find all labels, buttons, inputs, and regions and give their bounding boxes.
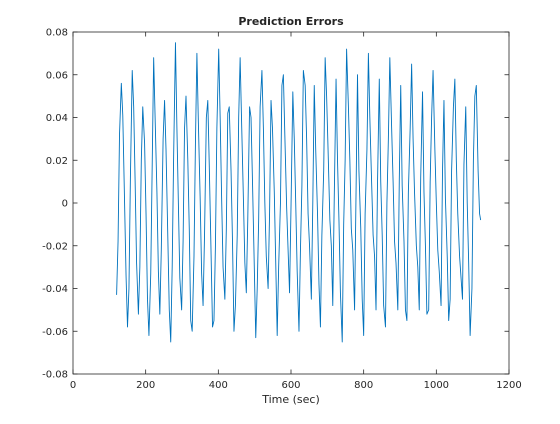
- y-tick-label: 0.06: [46, 70, 68, 81]
- y-tick-label: 0.08: [46, 28, 68, 39]
- y-tick-label: -0.06: [42, 327, 68, 338]
- series-layer: [116, 42, 482, 343]
- x-tick-label: 0: [70, 380, 76, 391]
- x-axis-label: Time (sec): [261, 393, 320, 406]
- x-tick-label: 800: [354, 380, 373, 391]
- y-tick-label: 0.02: [46, 156, 68, 167]
- plot-area-frame: [72, 31, 510, 375]
- y-tick-label: 0.04: [46, 113, 68, 124]
- x-tick-label: 1200: [496, 380, 521, 391]
- x-tick-labels: 0 200 400 600 800 1000 1200: [70, 380, 522, 391]
- x-tick-label: 400: [209, 380, 228, 391]
- y-tick-label: 0: [62, 199, 68, 210]
- chart-title: Prediction Errors: [238, 15, 344, 28]
- series-line: [116, 42, 482, 343]
- y-tick-labels: -0.08 -0.06 -0.04 -0.02 0 0.02 0.04 0.06 0.08: [42, 28, 68, 381]
- y-tick-label: -0.04: [42, 284, 68, 295]
- x-tick-label: 1000: [424, 380, 449, 391]
- x-tick-label: 600: [281, 380, 300, 391]
- y-tick-label: -0.08: [42, 370, 68, 381]
- y-tick-label: -0.02: [42, 241, 68, 252]
- x-tick-label: 200: [136, 380, 155, 391]
